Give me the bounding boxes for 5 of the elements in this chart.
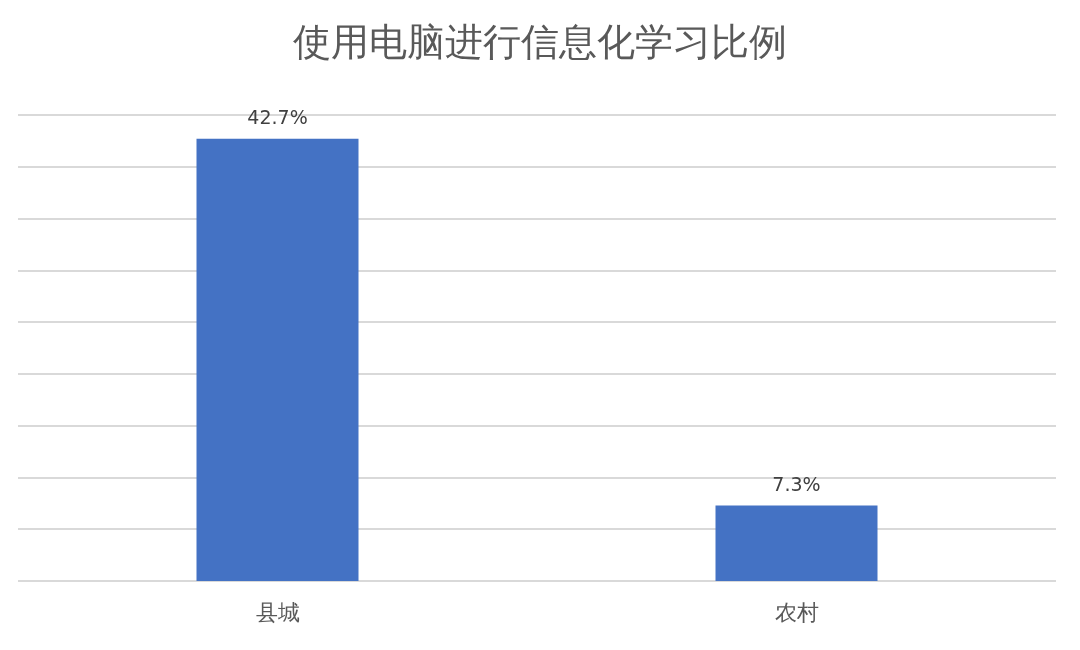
data-label: 7.3% xyxy=(772,472,821,495)
data-label: 42.7% xyxy=(247,106,308,129)
chart-title: 使用电脑进行信息化学习比例 xyxy=(293,20,787,64)
x-tick-label: 县城 xyxy=(255,599,300,625)
x-tick-label: 农村 xyxy=(774,599,819,625)
